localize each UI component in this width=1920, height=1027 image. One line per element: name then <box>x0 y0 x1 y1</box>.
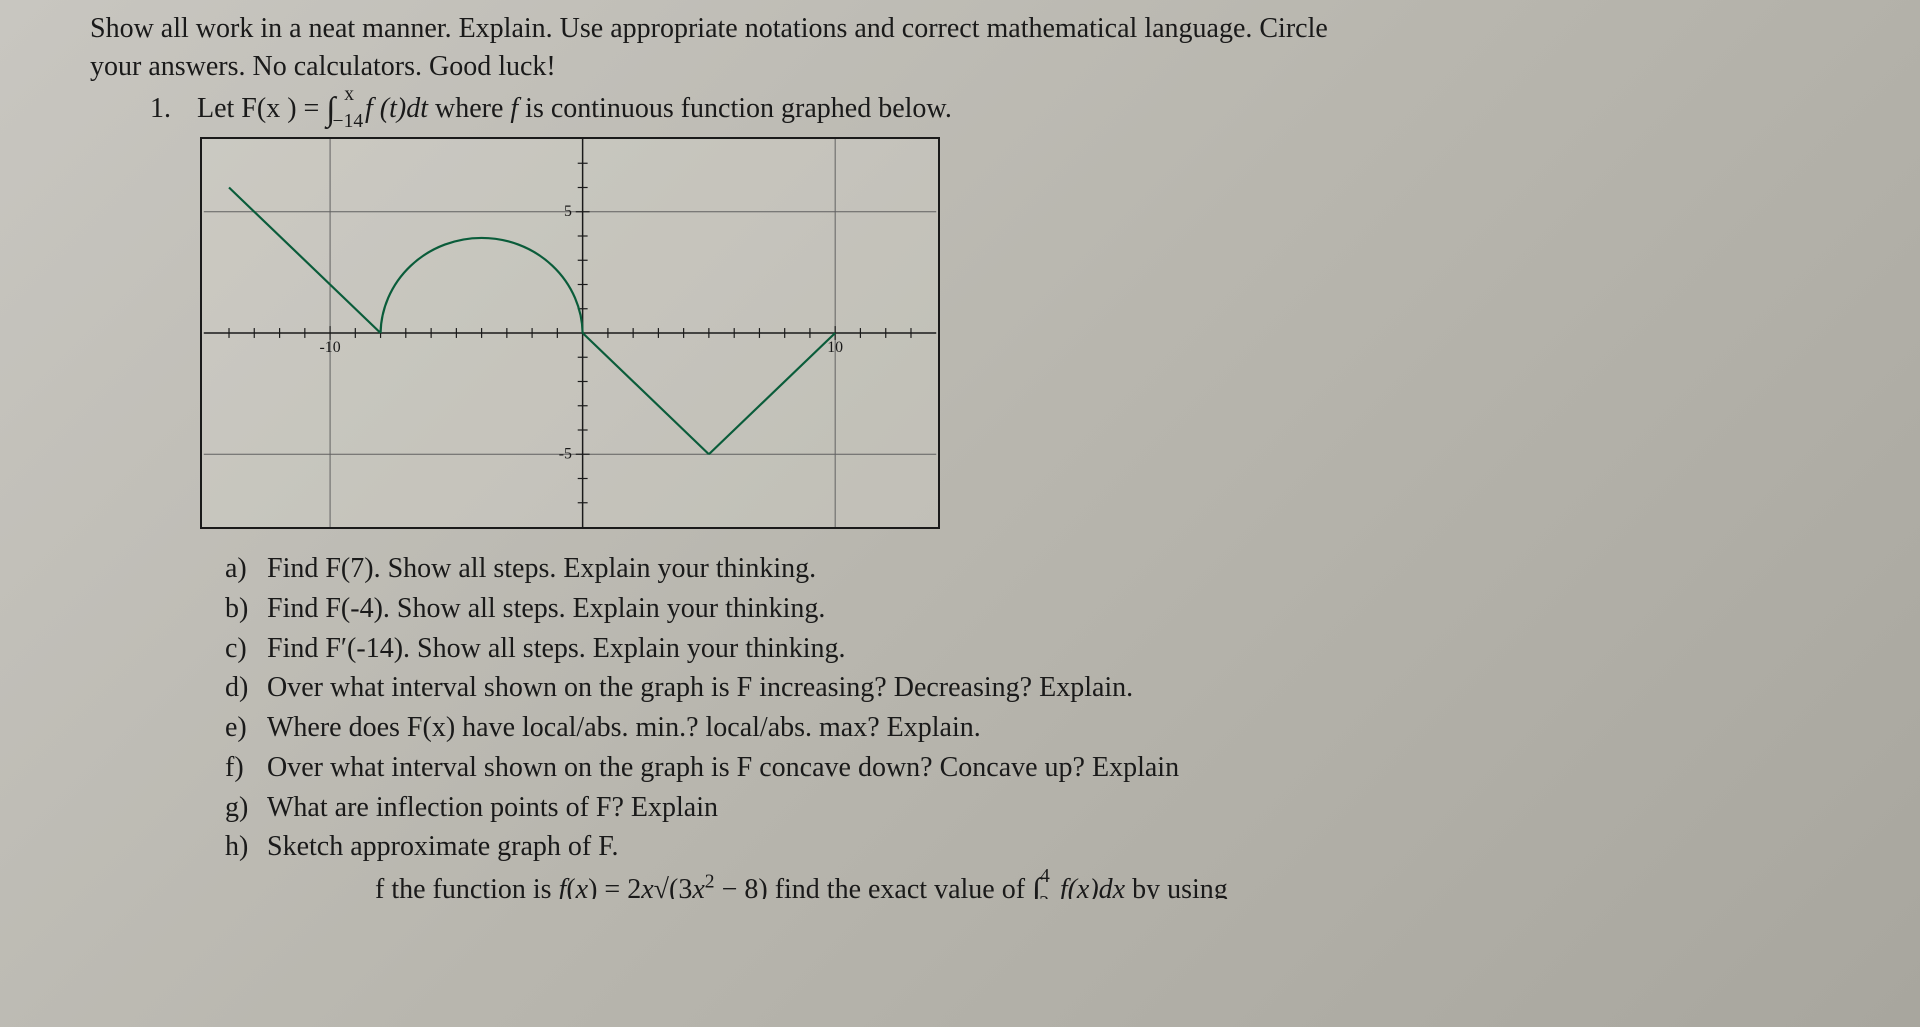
xlabel-neg10: -10 <box>320 339 341 356</box>
questions-list: a)Find F(7). Show all steps. Explain you… <box>225 549 1840 867</box>
problem-statement: 1. Let F(x ) = ∫−14x f (t)dt where f is … <box>150 88 1840 130</box>
question-f: f)Over what interval shown on the graph … <box>225 748 1840 788</box>
xlabel-10: 10 <box>827 339 843 356</box>
question-a: a)Find F(7). Show all steps. Explain you… <box>225 549 1840 589</box>
instructions-line1: Show all work in a neat manner. Explain.… <box>90 10 1840 48</box>
curve-seg3 <box>583 333 709 454</box>
integral-upper: x <box>344 84 354 105</box>
integral-lower: −14 <box>333 111 364 132</box>
question-e: e)Where does F(x) have local/abs. min.? … <box>225 708 1840 748</box>
ylabel-5: 5 <box>564 203 572 220</box>
curve-semicircle <box>381 238 583 333</box>
question-d: d)Over what interval shown on the graph … <box>225 668 1840 708</box>
problem-number: 1. <box>150 93 190 125</box>
instructions-block: Show all work in a neat manner. Explain.… <box>90 10 1840 86</box>
question-c: c)Find F′(-14). Show all steps. Explain … <box>225 629 1840 669</box>
curve-seg4 <box>709 333 835 454</box>
question-b: b)Find F(-4). Show all steps. Explain yo… <box>225 589 1840 629</box>
instructions-line2: your answers. No calculators. Good luck! <box>90 48 1840 86</box>
cutoff-left: f the function is f(x) = 2x√(3x2 − 8) fi… <box>375 874 1032 899</box>
curve-seg1 <box>229 188 381 334</box>
cutoff-integral: ∫24 f(x)dx <box>1032 874 1132 899</box>
question-g: g)What are inflection points of F? Expla… <box>225 788 1840 828</box>
graph-svg: -10 10 5 -5 <box>202 139 938 527</box>
cutoff-right: by using <box>1132 874 1228 899</box>
cutoff-text: f the function is f(x) = 2x√(3x2 − 8) fi… <box>375 869 1228 899</box>
problem-prefix: Let F(x ) = <box>197 93 319 124</box>
worksheet-page: Show all work in a neat manner. Explain.… <box>90 10 1840 899</box>
ylabel-neg5: -5 <box>559 446 572 463</box>
problem-suffix: where f is continuous function graphed b… <box>435 93 952 124</box>
cutoff-line: f the function is f(x) = 2x√(3x2 − 8) fi… <box>225 869 1840 899</box>
question-h: h)Sketch approximate graph of F. <box>225 827 1840 867</box>
graph-container: -10 10 5 -5 <box>200 137 940 529</box>
integral-expression: ∫−14x f (t)dt <box>326 93 435 124</box>
integral-body: f (t)dt <box>365 93 428 124</box>
